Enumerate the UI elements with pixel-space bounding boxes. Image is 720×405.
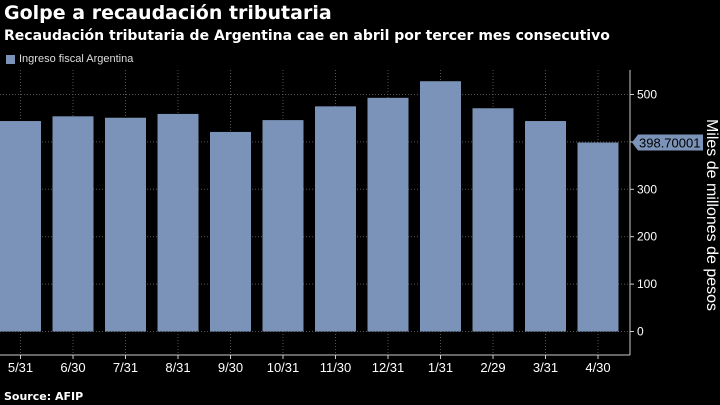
x-tick-label: 5/31: [8, 360, 33, 375]
bar-1-31: [420, 81, 461, 332]
y-tick-label: 500: [637, 88, 657, 102]
legend-label: Ingreso fiscal Argentina: [19, 53, 134, 65]
source: Source: AFIP: [4, 390, 84, 403]
x-tick-label: 11/30: [320, 360, 352, 375]
legend-swatch: [6, 54, 15, 64]
x-tick-label: 1/31: [428, 360, 453, 375]
chart-subtitle: Recaudación tributaria de Argentina cae …: [4, 28, 610, 44]
x-tick-label: 7/31: [113, 360, 138, 375]
bar-4-30: [577, 142, 619, 332]
chart-title: Golpe a recaudación tributaria: [4, 2, 332, 24]
x-tick-label: 6/30: [60, 360, 85, 375]
bar-10-31: [262, 120, 304, 332]
bar-11-30: [315, 106, 356, 332]
bar-3-31: [525, 121, 566, 332]
bar-12-31: [367, 97, 409, 332]
bar-6-30: [52, 116, 94, 332]
x-tick-label: 12/31: [372, 360, 405, 375]
last-value-tag: [632, 134, 703, 151]
x-tick-label: 8/31: [165, 360, 190, 375]
last-value-label: 398.70001: [639, 136, 700, 151]
y-tick-label: 200: [637, 230, 657, 244]
y-tick-label: 100: [637, 277, 657, 291]
y-tick-label: 300: [637, 182, 657, 196]
x-tick-label: 3/31: [533, 360, 558, 375]
bar-8-31: [157, 113, 199, 332]
bar-2-29: [472, 108, 514, 332]
y-tick-label: 0: [637, 325, 644, 339]
bar-7-31: [105, 117, 146, 332]
y-axis-title: Miles de millones de pesos: [703, 119, 720, 311]
x-tick-label: 4/30: [585, 360, 610, 375]
x-tick-label: 2/29: [480, 360, 505, 375]
bar-9-30: [210, 131, 251, 332]
x-tick-label: 9/30: [218, 360, 243, 375]
x-tick-label: 10/31: [267, 360, 300, 375]
bar-5-31: [0, 121, 41, 332]
legend: Ingreso fiscal Argentina: [6, 53, 133, 65]
